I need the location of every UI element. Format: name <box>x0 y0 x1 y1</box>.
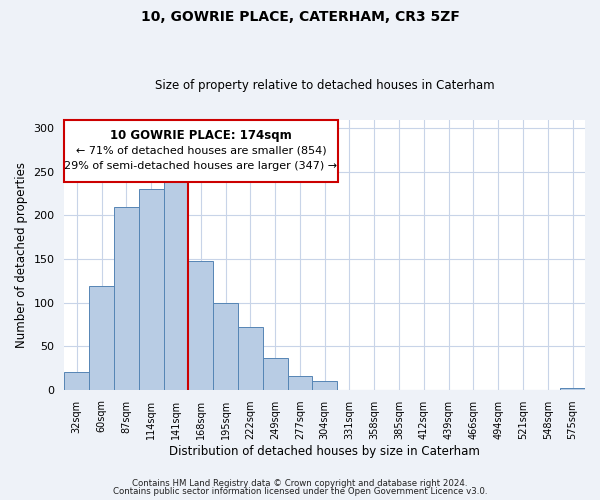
Bar <box>560 388 585 390</box>
FancyBboxPatch shape <box>64 120 338 182</box>
Text: ← 71% of detached houses are smaller (854): ← 71% of detached houses are smaller (85… <box>76 145 326 155</box>
Y-axis label: Number of detached properties: Number of detached properties <box>15 162 28 348</box>
Text: 10 GOWRIE PLACE: 174sqm: 10 GOWRIE PLACE: 174sqm <box>110 129 292 142</box>
X-axis label: Distribution of detached houses by size in Caterham: Distribution of detached houses by size … <box>169 444 480 458</box>
Bar <box>139 190 164 390</box>
Bar <box>164 172 188 390</box>
Bar <box>213 302 238 390</box>
Bar <box>263 358 287 390</box>
Bar <box>64 372 89 390</box>
Text: 29% of semi-detached houses are larger (347) →: 29% of semi-detached houses are larger (… <box>64 162 338 172</box>
Bar <box>114 206 139 390</box>
Bar <box>287 376 313 390</box>
Bar <box>238 327 263 390</box>
Text: Contains HM Land Registry data © Crown copyright and database right 2024.: Contains HM Land Registry data © Crown c… <box>132 478 468 488</box>
Bar <box>188 260 213 390</box>
Bar <box>89 286 114 390</box>
Text: 10, GOWRIE PLACE, CATERHAM, CR3 5ZF: 10, GOWRIE PLACE, CATERHAM, CR3 5ZF <box>140 10 460 24</box>
Bar <box>313 381 337 390</box>
Title: Size of property relative to detached houses in Caterham: Size of property relative to detached ho… <box>155 79 494 92</box>
Text: Contains public sector information licensed under the Open Government Licence v3: Contains public sector information licen… <box>113 487 487 496</box>
